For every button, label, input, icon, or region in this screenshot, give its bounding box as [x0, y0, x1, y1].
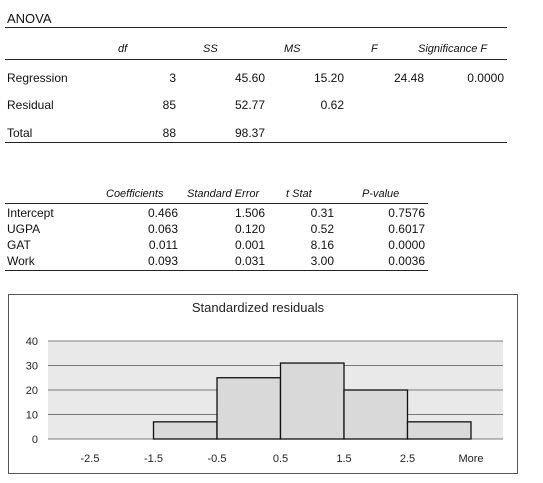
y-tick-label: 0: [32, 434, 38, 446]
x-tick-label: More: [458, 453, 483, 465]
anova-row-label: Residual: [7, 98, 54, 112]
anova-cell-f: 24.48: [393, 71, 424, 85]
coef-cell-coef: 0.466: [147, 206, 178, 220]
x-tick-label: -1.5: [144, 453, 163, 465]
x-axis-ticks: -2.5 -1.5 -0.5 0.5 1.5 2.5 More: [81, 453, 484, 465]
coef-header-p-value: P-value: [362, 188, 400, 200]
anova-cell-df: 85: [162, 98, 176, 112]
coef-cell-se: 0.001: [234, 238, 265, 252]
anova-cell-ss: 98.37: [234, 126, 265, 140]
coef-cell-t: 0.52: [310, 222, 334, 236]
anova-cell-ms: 15.20: [313, 71, 344, 85]
x-tick-label: -2.5: [81, 453, 100, 465]
anova-header-ms: MS: [284, 43, 301, 55]
anova-top-rule: [5, 27, 507, 28]
coef-cell-t: 0.31: [310, 206, 334, 220]
anova-cell-df: 88: [162, 126, 176, 140]
histogram-bar: [343, 389, 409, 440]
anova-header-significance: Significance F: [418, 43, 488, 55]
anova-header-df: df: [118, 43, 128, 55]
coef-cell-p: 0.6017: [388, 222, 425, 236]
coef-bottom-rule: [5, 270, 428, 271]
coef-cell-coef: 0.063: [147, 222, 178, 236]
coef-cell-coef: 0.093: [147, 254, 178, 268]
coef-cell-se: 1.506: [234, 206, 265, 220]
coef-row-label: Work: [7, 254, 35, 268]
histogram-bars: [152, 362, 472, 440]
coef-header-t-stat: t Stat: [286, 188, 312, 200]
anova-row-label: Regression: [7, 71, 68, 85]
histogram-bar: [406, 421, 472, 440]
coef-row-label: GAT: [7, 238, 31, 252]
anova-cell-df: 3: [169, 71, 176, 85]
x-tick-label: 0.5: [273, 453, 288, 465]
coef-header-std-error: Standard Error: [187, 188, 260, 200]
histogram-bar: [152, 421, 218, 440]
anova-header-ss: SS: [203, 43, 218, 55]
anova-title: ANOVA: [7, 11, 52, 26]
coef-row-label: UGPA: [7, 222, 41, 236]
anova-cell-ss: 45.60: [234, 71, 265, 85]
y-tick-label: 40: [26, 336, 38, 348]
anova-row-label: Total: [7, 126, 33, 140]
anova-bottom-rule: [5, 142, 507, 143]
coef-cell-se: 0.120: [234, 222, 265, 236]
coef-cell-p: 0.0000: [388, 238, 425, 252]
histogram-bar: [216, 377, 282, 440]
chart-title: Standardized residuals: [192, 300, 325, 315]
coef-cell-p: 0.7576: [388, 206, 425, 220]
x-tick-label: -0.5: [208, 453, 227, 465]
coef-cell-t: 3.00: [310, 254, 334, 268]
coef-cell-p: 0.0036: [388, 254, 425, 268]
x-tick-label: 1.5: [336, 453, 351, 465]
y-tick-label: 10: [26, 410, 38, 422]
residuals-histogram-svg: Standardized residuals 0 10 20 30 40 -2.5 -1.…: [8, 294, 518, 474]
anova-header-rule: [5, 59, 507, 60]
y-tick-label: 20: [26, 385, 38, 397]
y-axis-ticks: 0 10 20 30 40: [26, 336, 38, 446]
coef-header-rule: [5, 203, 428, 204]
coef-cell-se: 0.031: [234, 254, 265, 268]
coef-row-label: Intercept: [7, 206, 54, 220]
residuals-chart: Standardized residuals 0 10 20 30 40 -2.5 -1.…: [8, 294, 518, 474]
anova-cell-ss: 52.77: [234, 98, 265, 112]
coef-header-coefficients: Coefficients: [106, 188, 164, 200]
anova-cell-sig: 0.0000: [467, 71, 504, 85]
y-tick-label: 30: [26, 361, 38, 373]
coef-cell-t: 8.16: [310, 238, 334, 252]
coef-cell-coef: 0.011: [148, 238, 178, 252]
histogram-bar: [279, 362, 345, 440]
anova-cell-ms: 0.62: [320, 98, 344, 112]
anova-header-f: F: [371, 43, 378, 55]
x-tick-label: 2.5: [400, 453, 415, 465]
